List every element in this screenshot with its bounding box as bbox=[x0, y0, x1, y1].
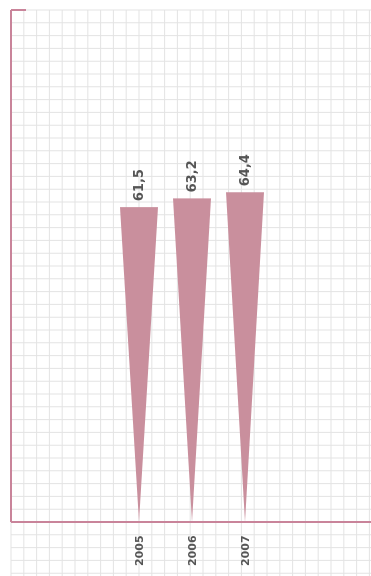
value-label-2007: 64,4 bbox=[238, 154, 253, 186]
chart-bars bbox=[120, 192, 264, 522]
chart-grid bbox=[10, 9, 371, 576]
bar-2006 bbox=[173, 198, 211, 522]
bar-2007 bbox=[226, 192, 264, 522]
category-label-2005: 2005 bbox=[133, 535, 146, 566]
chart-labels: 61,5 2005 63,2 2006 64,4 2007 bbox=[132, 154, 253, 566]
chart-axes bbox=[10, 9, 371, 523]
value-label-2005: 61,5 bbox=[132, 169, 147, 201]
category-label-2007: 2007 bbox=[239, 535, 252, 566]
bar-2005 bbox=[120, 207, 158, 522]
value-label-2006: 63,2 bbox=[185, 160, 200, 192]
category-label-2006: 2006 bbox=[186, 535, 199, 566]
